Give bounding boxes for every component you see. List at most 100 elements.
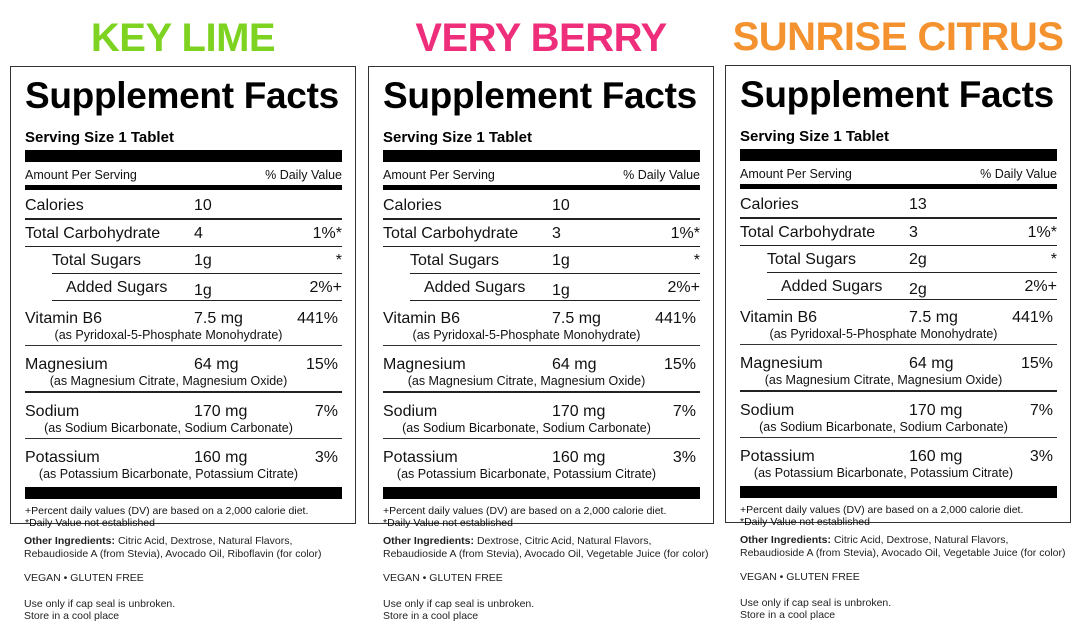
nutrient-label: Potassium [25,449,100,466]
divider-medium [383,185,700,190]
magnesium-block: Magnesium 64 mg 15% (as Magnesium Citrat… [740,345,1057,392]
nutrient-daily-value: 1%* [312,225,342,242]
divider-thick [383,150,700,162]
nutrient-daily-value: 7% [1029,402,1053,419]
nutrient-label: Calories [383,197,442,214]
supplement-facts-label: Supplement Facts Serving Size 1 Tablet A… [725,65,1071,528]
footnote-not-established: *Daily Value not established [25,517,155,529]
nutrient-label: Sodium [25,403,80,420]
nutrient-label: Added Sugars [781,278,883,295]
nutrient-label: Total Sugars [410,252,499,269]
potassium-block: Potassium 160 mg 3% (as Potassium Bicarb… [25,439,342,484]
nutrient-amount: 170 mg [194,403,248,420]
nutrient-amount: 10 [552,197,570,214]
nutrient-daily-value: 3% [314,449,338,466]
product-notes: Other Ingredients: Dextrose, Citric Acid… [383,535,723,623]
nutrient-label: Potassium [383,449,458,466]
nutrient-daily-value: 441% [655,310,696,327]
nutrient-label: Sodium [383,403,438,420]
nutrient-amount: 1g [552,282,570,299]
other-ingredients-line2: Rebaudioside A (from Stevia), Avocado Oi… [24,547,322,560]
storage-note: Store in a cool place [740,609,836,621]
total-carbohydrate-row: Total Carbohydrate 4 1%* [25,220,342,247]
nutrient-label: Vitamin B6 [25,310,103,327]
calories-row: Calories 10 [25,190,342,220]
nutrient-amount: 4 [194,225,203,242]
added-sugars-row: Added Sugars 2g 2%+ [767,273,1057,300]
total-carbohydrate-row: Total Carbohydrate 3 1%* [740,219,1057,246]
other-ingredients-line1: Citric Acid, Dextrose, Natural Flavors, [117,535,293,547]
sodium-block: Sodium 170 mg 7% (as Sodium Bicarbonate,… [383,393,700,439]
diet-badges: VEGAN • GLUTEN FREE [383,572,503,584]
amount-per-serving-header: Amount Per Serving [740,167,852,181]
nutrient-amount: 3 [552,225,561,242]
nutrient-amount: 1g [194,252,212,269]
nutrient-label: Vitamin B6 [740,309,818,326]
nutrient-label: Magnesium [740,355,823,372]
sodium-block: Sodium 170 mg 7% (as Sodium Bicarbonate,… [25,393,342,439]
nutrient-amount: 64 mg [909,355,954,372]
total-sugars-row: Total Sugars 1g * [52,247,342,274]
divider-medium [740,184,1057,189]
product-notes: Other Ingredients: Citric Acid, Dextrose… [740,534,1080,622]
other-ingredients-label: Other Ingredients: [383,535,475,547]
supplement-facts-title: Supplement Facts [25,75,339,116]
nutrient-amount: 1g [194,282,212,299]
sodium-block: Sodium 170 mg 7% (as Sodium Bicarbonate,… [740,392,1057,438]
nutrient-amount: 10 [194,197,212,214]
nutrient-source: (as Magnesium Citrate, Magnesium Oxide) [49,374,288,388]
nutrient-amount: 170 mg [909,402,963,419]
nutrient-amount: 7.5 mg [194,310,243,327]
footnote-not-established: *Daily Value not established [383,517,513,529]
nutrient-daily-value: 3% [1029,448,1053,465]
nutrient-label: Calories [740,196,799,213]
nutrient-label: Total Carbohydrate [740,224,876,241]
nutrient-daily-value: 15% [305,356,338,373]
nutrient-source: (as Pyridoxal-5-Phosphate Monohydrate) [412,328,641,342]
diet-badges: VEGAN • GLUTEN FREE [740,571,860,583]
nutrient-amount: 7.5 mg [909,309,958,326]
vitamin-b6-block: Vitamin B6 7.5 mg 441% (as Pyridoxal-5-P… [25,301,342,346]
nutrient-amount: 1g [552,252,570,269]
nutrient-daily-value: * [693,252,700,269]
nutrient-amount: 160 mg [552,449,606,466]
footnote-not-established: *Daily Value not established [740,516,870,528]
nutrient-source: (as Pyridoxal-5-Phosphate Monohydrate) [769,327,998,341]
other-ingredients-line2: Rebaudioside A (from Stevia), Avocado Oi… [740,546,1066,559]
serving-size: Serving Size 1 Tablet [740,128,889,145]
nutrient-source: (as Sodium Bicarbonate, Sodium Carbonate… [402,421,651,435]
nutrient-daily-value: 15% [663,356,696,373]
storage-note: Store in a cool place [24,610,120,622]
nutrient-amount: 160 mg [909,448,963,465]
nutrient-label: Potassium [740,448,815,465]
divider-thick [740,486,1057,498]
added-sugars-row: Added Sugars 1g 2%+ [52,274,342,301]
footnote-dv: +Percent daily values (DV) are based on … [740,504,1024,516]
nutrient-daily-value: 2%+ [1024,278,1057,295]
potassium-block: Potassium 160 mg 3% (as Potassium Bicarb… [740,438,1057,483]
nutrient-daily-value: 2%+ [309,279,342,296]
total-sugars-row: Total Sugars 1g * [410,247,700,274]
nutrient-daily-value: 3% [672,449,696,466]
nutrient-source: (as Potassium Bicarbonate, Potassium Cit… [396,467,657,481]
nutrient-amount: 170 mg [552,403,606,420]
nutrient-daily-value: 15% [1020,355,1053,372]
divider-medium [25,185,342,190]
nutrient-label: Added Sugars [424,279,526,296]
nutrient-daily-value: 441% [297,310,338,327]
other-ingredients: Other Ingredients: Citric Acid, Dextrose… [740,534,1080,559]
amount-per-serving-header: Amount Per Serving [25,168,137,182]
nutrient-daily-value: 1%* [1027,224,1057,241]
nutrient-label: Calories [25,197,84,214]
amount-per-serving-header: Amount Per Serving [383,168,495,182]
nutrient-label: Total Sugars [52,252,141,269]
nutrient-daily-value: 2%+ [667,279,700,296]
other-ingredients-label: Other Ingredients: [24,535,116,547]
supplement-facts-title: Supplement Facts [383,75,697,116]
supplement-facts-label: Supplement Facts Serving Size 1 Tablet A… [10,66,356,529]
nutrient-source: (as Sodium Bicarbonate, Sodium Carbonate… [759,420,1008,434]
flavor-title: VERY BERRY [415,16,667,60]
divider-thick [25,487,342,499]
other-ingredients: Other Ingredients: Dextrose, Citric Acid… [383,535,723,560]
nutrient-amount: 64 mg [552,356,597,373]
